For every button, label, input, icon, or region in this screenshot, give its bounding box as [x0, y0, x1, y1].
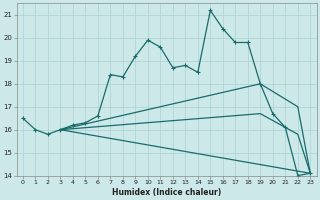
X-axis label: Humidex (Indice chaleur): Humidex (Indice chaleur) — [112, 188, 221, 197]
